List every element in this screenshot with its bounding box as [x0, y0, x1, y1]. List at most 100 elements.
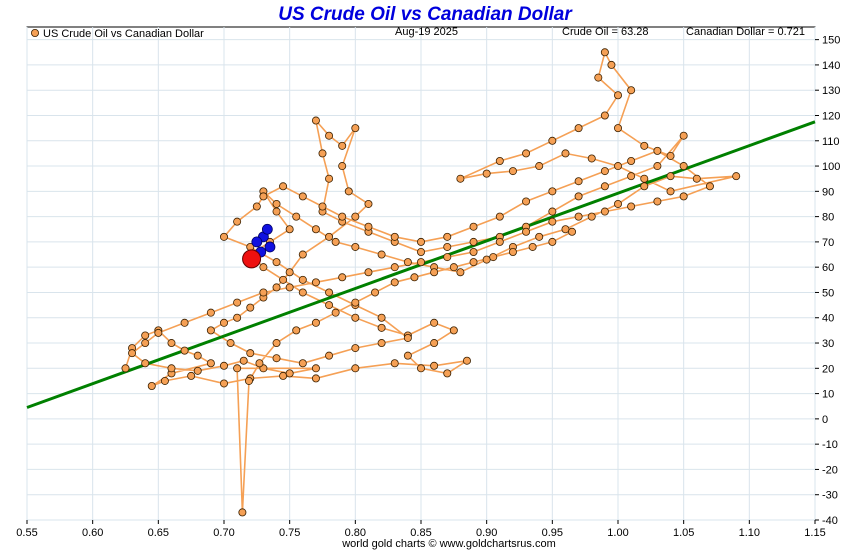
data-point — [561, 149, 570, 158]
data-point — [338, 273, 347, 282]
data-point — [640, 174, 649, 183]
y-tick-label: -20 — [822, 464, 838, 476]
data-point — [403, 351, 412, 360]
data-point — [416, 248, 425, 257]
y-tick-label: -30 — [822, 490, 838, 502]
data-point — [351, 298, 360, 307]
data-point — [679, 162, 688, 171]
data-point — [416, 258, 425, 267]
x-tick-label: 1.10 — [739, 527, 760, 539]
data-point — [239, 356, 248, 365]
data-point — [233, 313, 242, 322]
data-point — [377, 313, 386, 322]
x-tick-label: 0.65 — [148, 527, 169, 539]
data-point — [338, 141, 347, 150]
data-point — [272, 199, 281, 208]
data-point — [246, 303, 255, 312]
data-point — [259, 263, 268, 272]
data-point — [495, 156, 504, 165]
data-point — [338, 162, 347, 171]
data-point — [351, 242, 360, 251]
data-point — [390, 263, 399, 272]
data-point — [331, 237, 340, 246]
data-point — [574, 124, 583, 133]
data-point — [430, 339, 439, 348]
x-tick-label: 0.80 — [345, 527, 366, 539]
data-point — [285, 369, 294, 378]
data-point — [128, 349, 137, 358]
y-tick-label: 0 — [822, 414, 828, 426]
x-tick-label: 1.15 — [804, 527, 825, 539]
y-tick-label: 50 — [822, 287, 834, 299]
data-point — [298, 192, 307, 201]
data-point — [548, 207, 557, 216]
current-point-group — [242, 249, 262, 269]
y-tick-label: 110 — [822, 136, 840, 148]
data-point — [614, 124, 623, 133]
data-point — [640, 141, 649, 150]
data-point — [167, 364, 176, 373]
data-point — [311, 278, 320, 287]
data-point — [344, 187, 353, 196]
data-point — [522, 197, 531, 206]
data-point — [279, 275, 288, 284]
data-point — [325, 288, 334, 297]
data-point — [377, 339, 386, 348]
data-point — [574, 192, 583, 201]
canadian-dollar-readout: Canadian Dollar = 0.721 — [686, 26, 805, 38]
data-point — [331, 308, 340, 317]
recent-point — [264, 241, 276, 253]
x-tick-label: 1.05 — [673, 527, 694, 539]
data-point — [364, 222, 373, 231]
data-point — [154, 328, 163, 337]
data-point — [298, 359, 307, 368]
chart-title: US Crude Oil vs Canadian Dollar — [278, 4, 573, 25]
data-point — [614, 199, 623, 208]
data-point — [180, 318, 189, 327]
data-point — [272, 258, 281, 267]
y-tick-label: 120 — [822, 110, 840, 122]
data-point — [272, 339, 281, 348]
data-point — [311, 364, 320, 373]
data-point — [226, 339, 235, 348]
y-tick-label: 90 — [822, 186, 834, 198]
data-point — [193, 351, 202, 360]
date-label: Aug-19 2025 — [395, 26, 458, 38]
data-point — [666, 172, 675, 181]
data-point — [600, 48, 609, 57]
data-point — [377, 323, 386, 332]
data-point — [692, 174, 701, 183]
data-point — [325, 301, 334, 310]
y-tick-label: 150 — [822, 35, 840, 47]
data-point — [292, 212, 301, 221]
data-point — [272, 354, 281, 363]
data-point — [390, 278, 399, 287]
legend-label: US Crude Oil vs Canadian Dollar — [43, 28, 204, 40]
data-point — [246, 349, 255, 358]
data-point — [443, 253, 452, 262]
data-point — [272, 283, 281, 292]
y-tick-label: 60 — [822, 262, 834, 274]
y-tick-label: 10 — [822, 389, 834, 401]
data-point — [495, 237, 504, 246]
data-point — [535, 162, 544, 171]
data-point — [279, 182, 288, 191]
data-point — [141, 339, 150, 348]
data-point — [600, 167, 609, 176]
data-point — [351, 313, 360, 322]
data-point — [430, 361, 439, 370]
data-point — [653, 162, 662, 171]
x-tick-label: 0.75 — [279, 527, 300, 539]
data-point — [627, 172, 636, 181]
data-point — [311, 318, 320, 327]
data-point — [238, 508, 247, 517]
data-point — [679, 192, 688, 201]
data-point — [193, 366, 202, 375]
data-point — [325, 232, 334, 241]
data-point — [180, 346, 189, 355]
data-point — [469, 258, 478, 267]
data-point — [160, 376, 169, 385]
data-point — [206, 326, 215, 335]
data-point — [206, 308, 215, 317]
